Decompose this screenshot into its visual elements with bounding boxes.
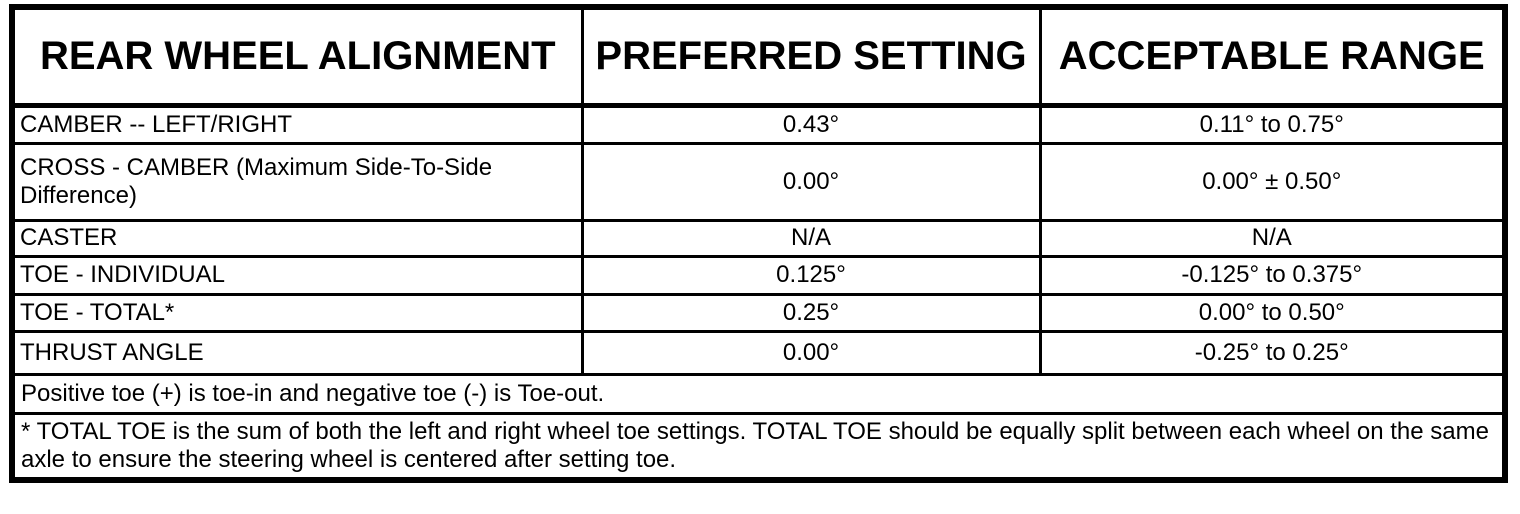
row-label: CASTER bbox=[10, 218, 584, 258]
preferred-setting-value: 0.25° bbox=[580, 292, 1042, 333]
table-row-toe-total: TOE - TOTAL* 0.25° 0.00° to 0.50° bbox=[10, 292, 1507, 333]
preferred-setting-value: 0.125° bbox=[580, 254, 1042, 296]
acceptable-range-value: N/A bbox=[1038, 218, 1507, 258]
preferred-setting-value: 0.00° bbox=[580, 141, 1042, 222]
row-label: THRUST ANGLE bbox=[10, 329, 584, 376]
note-row-total-toe-definition: * TOTAL TOE is the sum of both the left … bbox=[10, 411, 1507, 481]
preferred-setting-value: 0.00° bbox=[580, 329, 1042, 376]
header-preferred-setting: PREFERRED SETTING bbox=[580, 5, 1042, 108]
row-label: TOE - TOTAL* bbox=[10, 292, 584, 333]
table-row-caster: CASTER N/A N/A bbox=[10, 218, 1507, 258]
acceptable-range-value: -0.125° to 0.375° bbox=[1038, 254, 1507, 296]
header-acceptable-range: ACCEPTABLE RANGE bbox=[1038, 5, 1507, 108]
acceptable-range-value: 0.11° to 0.75° bbox=[1038, 103, 1507, 145]
note-text: Positive toe (+) is toe-in and negative … bbox=[10, 372, 1507, 415]
row-label: TOE - INDIVIDUAL bbox=[10, 254, 584, 296]
acceptable-range-value: -0.25° to 0.25° bbox=[1038, 329, 1507, 376]
rear-wheel-alignment-table: REAR WHEEL ALIGNMENT PREFERRED SETTING A… bbox=[9, 4, 1508, 483]
acceptable-range-value: 0.00° ± 0.50° bbox=[1038, 141, 1507, 222]
header-rear-wheel-alignment: REAR WHEEL ALIGNMENT bbox=[10, 5, 584, 108]
row-label: CROSS - CAMBER (Maximum Side-To-Side Dif… bbox=[10, 141, 584, 222]
table-row-cross-camber: CROSS - CAMBER (Maximum Side-To-Side Dif… bbox=[10, 141, 1507, 222]
table-row-toe-individual: TOE - INDIVIDUAL 0.125° -0.125° to 0.375… bbox=[10, 254, 1507, 296]
acceptable-range-value: 0.00° to 0.50° bbox=[1038, 292, 1507, 333]
note-text: * TOTAL TOE is the sum of both the left … bbox=[10, 411, 1507, 481]
table-row-camber: CAMBER -- LEFT/RIGHT 0.43° 0.11° to 0.75… bbox=[10, 103, 1507, 145]
table-row-thrust-angle: THRUST ANGLE 0.00° -0.25° to 0.25° bbox=[10, 329, 1507, 376]
preferred-setting-value: 0.43° bbox=[580, 103, 1042, 145]
header-row: REAR WHEEL ALIGNMENT PREFERRED SETTING A… bbox=[10, 5, 1507, 108]
note-row-toe-definition: Positive toe (+) is toe-in and negative … bbox=[10, 372, 1507, 415]
row-label: CAMBER -- LEFT/RIGHT bbox=[10, 103, 584, 145]
preferred-setting-value: N/A bbox=[580, 218, 1042, 258]
